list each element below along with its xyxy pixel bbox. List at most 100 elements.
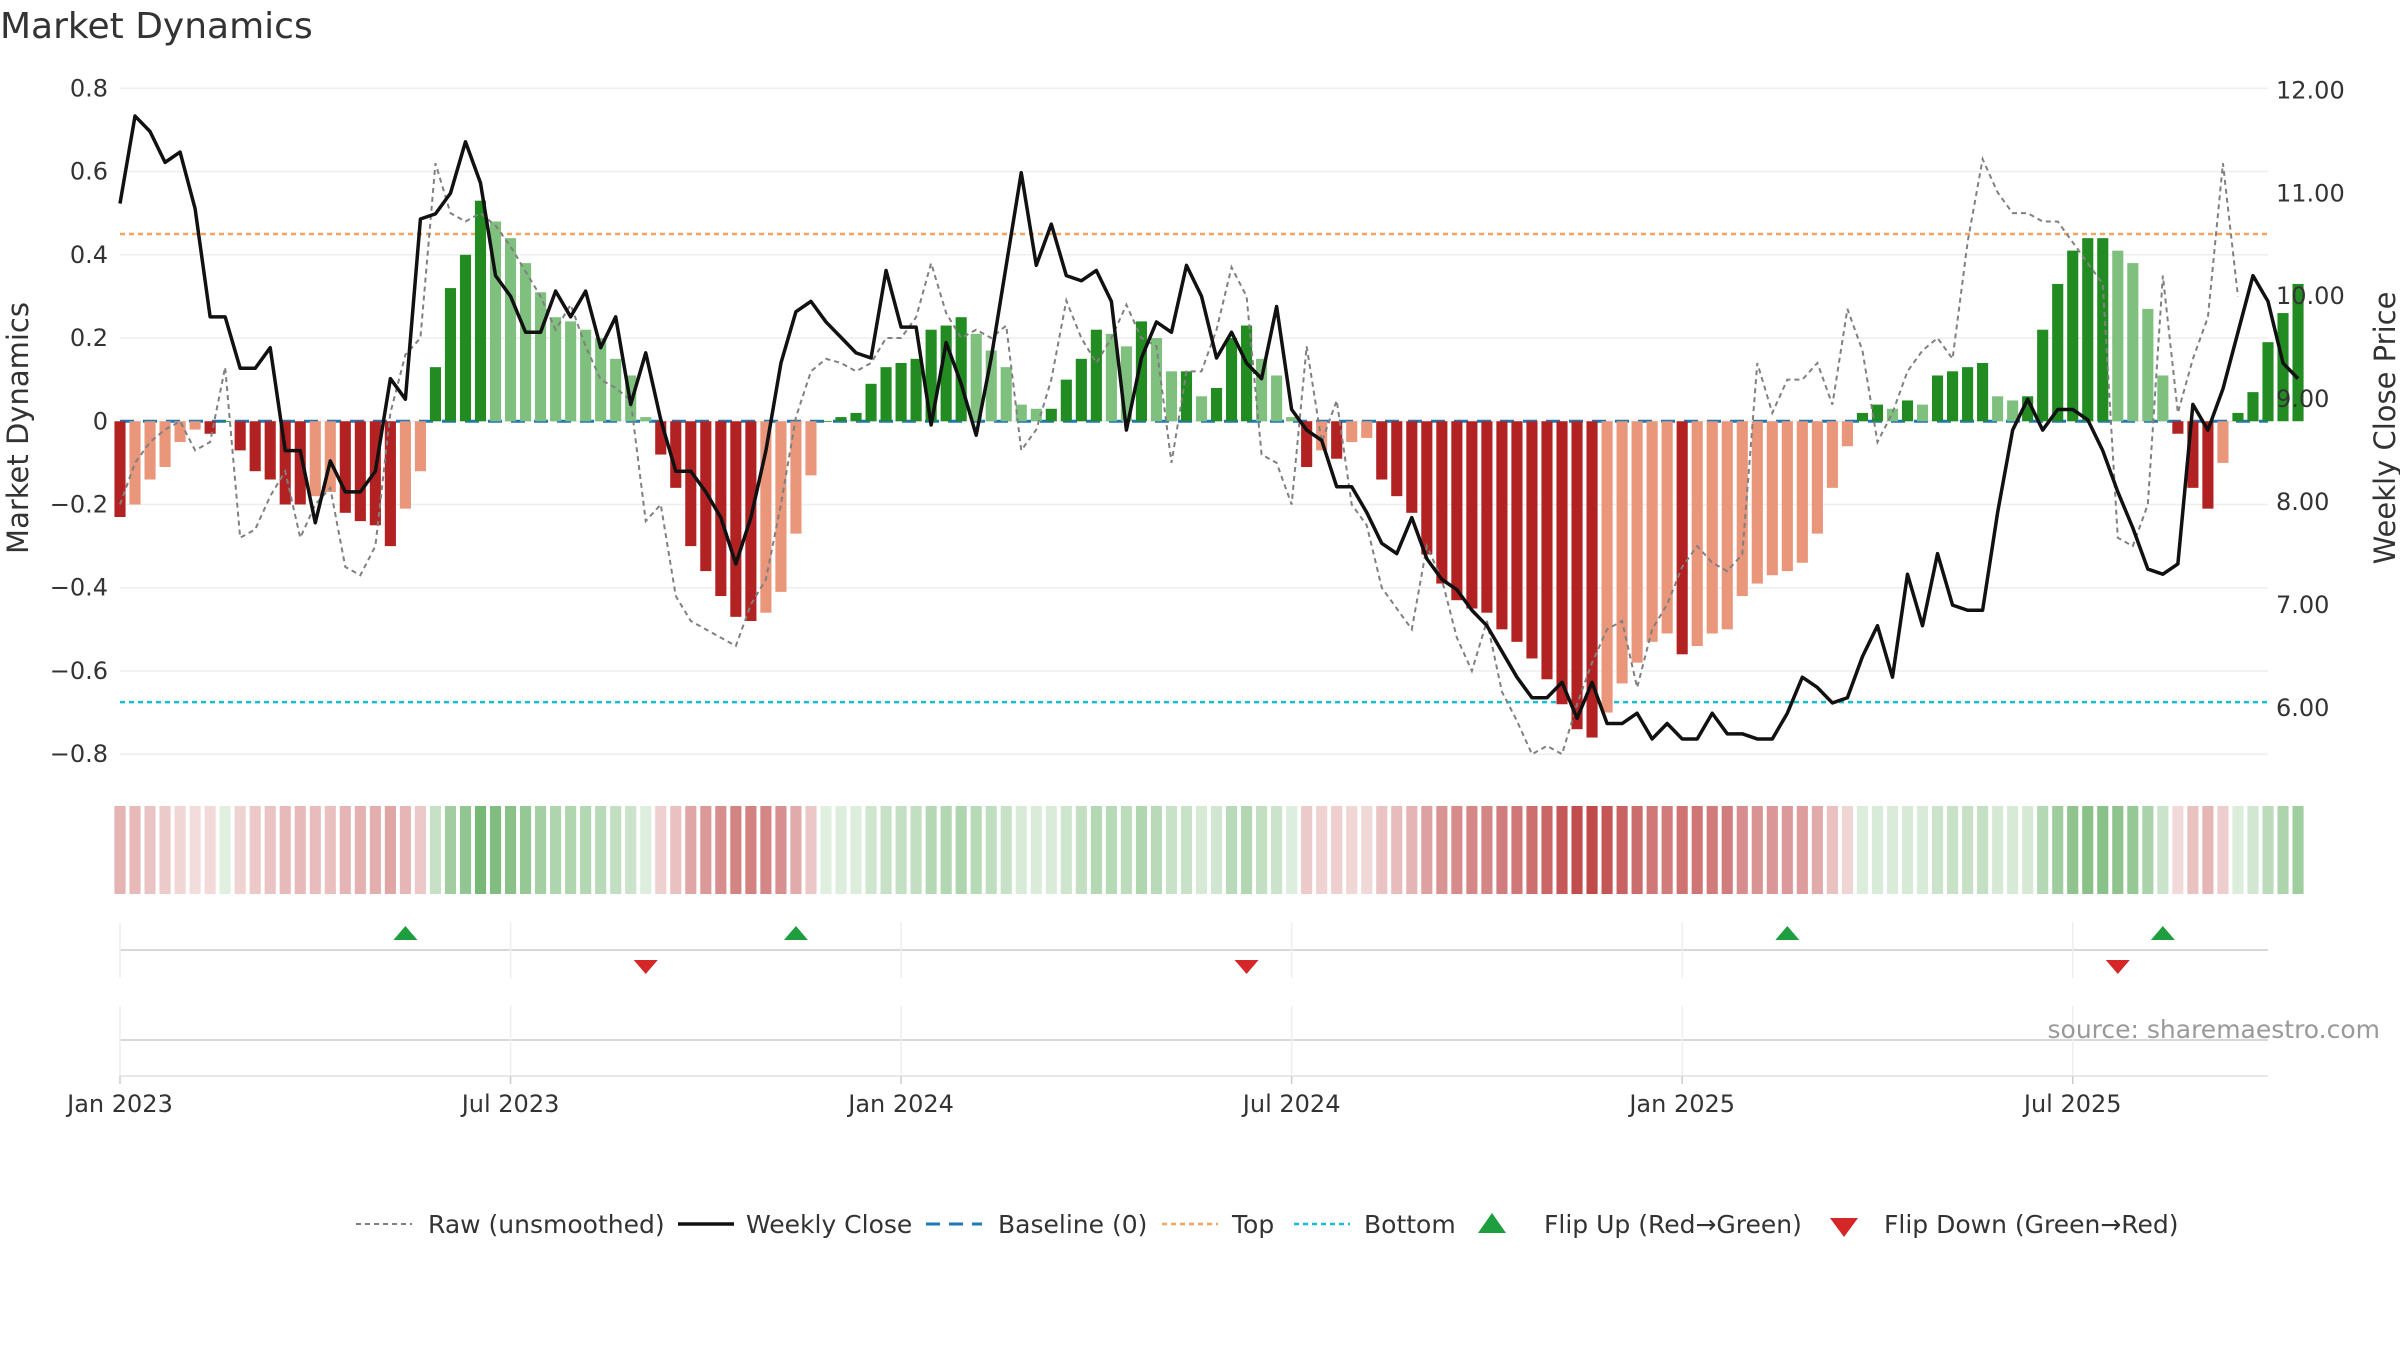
bar	[2142, 308, 2154, 422]
strip-cell	[1391, 806, 1403, 894]
strip-cell	[219, 806, 231, 894]
strip-cell	[1180, 806, 1193, 894]
bar	[174, 421, 186, 443]
bar	[910, 358, 922, 422]
bar	[1886, 408, 1899, 422]
strip-cell	[685, 806, 697, 894]
bar	[1000, 367, 1012, 422]
regime-strip	[114, 806, 2304, 894]
bar	[2262, 342, 2274, 422]
legend-weekly-close: Weekly Close	[746, 1210, 912, 1239]
y-axis-ticks: 0.8 0.6 0.4 0.2 0 −0.2 −0.4 −0.6 −0.8	[50, 74, 108, 768]
bar	[1180, 371, 1193, 422]
strip-cell	[550, 806, 562, 894]
bar	[1901, 400, 1914, 422]
strip-cell	[2127, 806, 2139, 894]
strip-cell	[279, 806, 291, 894]
bar	[1271, 375, 1283, 422]
strip-cell	[1871, 806, 1884, 894]
strip-cell	[1331, 806, 1343, 894]
bar	[234, 421, 246, 451]
bar	[2082, 238, 2094, 422]
bar	[204, 421, 216, 434]
strip-cell	[1105, 806, 1117, 894]
reference-lines	[120, 232, 2268, 704]
strip-cell	[1736, 806, 1748, 894]
y-tick-label: −0.4	[50, 574, 108, 602]
strip-cell	[444, 806, 457, 894]
bar	[1045, 408, 1057, 422]
y2-tick-label: 11.00	[2276, 179, 2345, 207]
bar	[1120, 346, 1132, 422]
bar	[1466, 421, 1478, 609]
bar	[940, 325, 952, 422]
bar	[2067, 250, 2079, 422]
strip-cell	[1015, 806, 1027, 894]
strip-cell	[204, 806, 216, 894]
y2-axis-label: Weekly Close Price	[2368, 292, 2400, 565]
flip-down-icon	[1830, 1218, 1858, 1237]
strip-cell	[234, 806, 246, 894]
strip-cell	[369, 806, 381, 894]
bar	[2052, 283, 2064, 422]
y-tick-label: −0.8	[50, 740, 108, 768]
bar	[1871, 404, 1884, 422]
legend-raw: Raw (unsmoothed)	[428, 1210, 665, 1239]
close-line	[118, 114, 2300, 741]
strip-cell	[144, 806, 156, 894]
y-tick-label: 0.8	[70, 74, 108, 102]
bar	[1631, 421, 1643, 663]
bar	[129, 421, 141, 505]
weekly-close-series	[118, 114, 2300, 741]
bar	[700, 421, 712, 572]
bar	[1616, 421, 1628, 684]
bar	[550, 317, 562, 422]
bar	[339, 421, 351, 513]
strip-cell	[1241, 806, 1253, 894]
x-tick-label: Jul 2025	[2022, 1090, 2122, 1118]
strip-cell	[745, 806, 757, 894]
strip-cell	[474, 806, 487, 894]
bar	[805, 421, 817, 476]
strip-cell	[1901, 806, 1914, 894]
strip-cell	[1541, 806, 1553, 894]
bar	[1736, 421, 1748, 597]
strip-cell	[610, 806, 622, 894]
bar	[1421, 421, 1433, 555]
bar	[414, 421, 426, 472]
strip-cell	[1436, 806, 1448, 894]
strip-cell	[1616, 806, 1628, 894]
bar	[880, 367, 892, 422]
bar	[2247, 392, 2259, 422]
bar	[1826, 421, 1838, 488]
strip-cell	[504, 806, 517, 894]
strip-cell	[1781, 806, 1793, 894]
strip-cell	[1931, 806, 1944, 894]
bar	[2202, 421, 2214, 509]
bar	[520, 263, 532, 422]
bar	[685, 421, 697, 547]
strip-cell	[414, 806, 426, 894]
strip-cell	[264, 806, 276, 894]
strip-cell	[1947, 806, 1959, 894]
bar	[1225, 338, 1238, 422]
bar	[1301, 421, 1313, 468]
strip-cell	[1691, 806, 1703, 894]
strip-cell	[324, 806, 336, 894]
strip-cell	[339, 806, 351, 894]
strip-cell	[1376, 806, 1388, 894]
strip-cell	[1556, 806, 1568, 894]
strip-cell	[1511, 806, 1523, 894]
strip-cell	[1060, 806, 1072, 894]
strip-cell	[1301, 806, 1313, 894]
bar	[279, 421, 291, 505]
strip-cell	[520, 806, 532, 894]
bar	[715, 421, 727, 597]
strip-cell	[1256, 806, 1268, 894]
strip-cell	[189, 806, 201, 894]
strip-cell	[1721, 806, 1733, 894]
bar	[354, 421, 366, 522]
x-axis-ticks: Jan 2023 Jul 2023 Jan 2024 Jul 2024 Jan 2025…	[65, 1076, 2122, 1118]
strip-cell	[1916, 806, 1929, 894]
